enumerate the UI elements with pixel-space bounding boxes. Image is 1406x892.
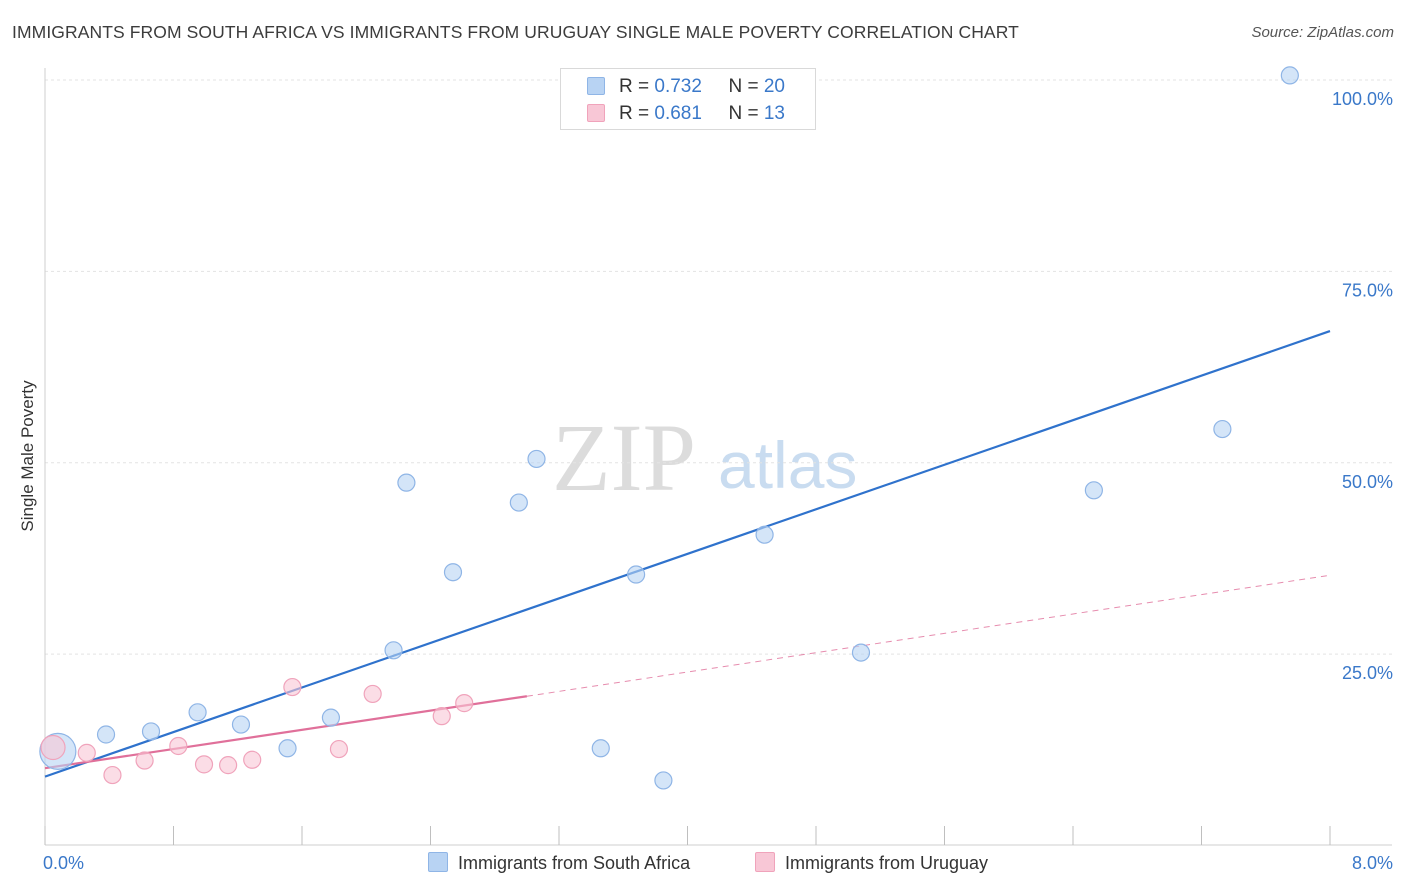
point-uruguay <box>329 739 349 759</box>
n-value: 13 <box>763 103 785 124</box>
point-south-africa <box>188 703 207 722</box>
y-tick-label: 50.0% <box>1342 472 1393 492</box>
point-south-africa <box>397 473 416 492</box>
point-uruguay <box>135 751 154 770</box>
source-credit: Source: ZipAtlas.com <box>1251 24 1394 41</box>
tick-labels: 25.0% 50.0% 75.0% 100.0% 0.0% 8.0% <box>43 89 1393 873</box>
legend-item-south-africa: Immigrants from South Africa <box>428 852 690 874</box>
point-south-africa <box>384 641 403 660</box>
point-south-africa <box>591 739 610 758</box>
point-south-africa <box>141 722 161 741</box>
axes <box>44 68 1392 846</box>
data-points <box>39 66 1299 790</box>
point-south-africa <box>1213 419 1232 439</box>
grid-lines <box>45 79 1395 655</box>
point-south-africa <box>851 643 871 662</box>
legend-item-uruguay: Immigrants from Uruguay <box>755 852 988 874</box>
r-label: R = <box>619 103 655 124</box>
point-south-africa <box>443 563 463 582</box>
y-tick-label: 75.0% <box>1342 280 1393 300</box>
watermark-atlas: atlas <box>718 428 857 502</box>
point-uruguay <box>243 750 262 769</box>
x-tick-label-min: 0.0% <box>43 853 84 873</box>
watermark: ZIP atlas <box>552 404 857 511</box>
point-uruguay <box>219 756 238 775</box>
blue-swatch-icon <box>428 852 448 872</box>
blue-swatch-icon <box>587 77 605 95</box>
point-uruguay <box>432 707 451 726</box>
r-label: R = <box>619 76 655 97</box>
n-label: N = <box>728 103 764 124</box>
point-uruguay <box>77 743 96 762</box>
trend-lines <box>44 330 1331 778</box>
trend-line-south-africa <box>44 330 1331 778</box>
y-tick-label: 25.0% <box>1342 663 1393 683</box>
watermark-zip: ZIP <box>552 404 696 511</box>
point-south-africa <box>626 565 646 584</box>
pink-swatch-icon <box>755 852 775 872</box>
stats-legend: R = 0.732 N = 20 R = 0.681 N = 13 <box>560 68 816 130</box>
point-south-africa <box>231 715 251 734</box>
legend-label: Immigrants from Uruguay <box>785 853 989 873</box>
point-south-africa <box>509 493 528 512</box>
x-tick-label-max: 8.0% <box>1352 853 1393 873</box>
trend-line-uruguay <box>44 695 528 770</box>
point-uruguay <box>169 736 188 756</box>
y-axis-label: Single Male Poverty <box>18 380 37 532</box>
point-south-africa <box>321 708 341 727</box>
r-value: 0.732 <box>654 76 702 97</box>
point-south-africa <box>278 739 297 758</box>
point-south-africa <box>755 525 774 544</box>
point-south-africa <box>527 449 546 469</box>
point-uruguay <box>40 734 66 761</box>
legend-label: Immigrants from South Africa <box>458 853 691 873</box>
point-uruguay <box>103 765 122 785</box>
chart-title: IMMIGRANTS FROM SOUTH AFRICA VS IMMIGRAN… <box>12 22 1019 42</box>
point-south-africa <box>654 771 673 790</box>
n-value: 20 <box>763 76 785 97</box>
trend-line-uruguay-extension <box>526 574 1331 697</box>
point-uruguay <box>363 684 382 704</box>
n-label: N = <box>728 76 764 97</box>
r-value: 0.681 <box>654 103 702 124</box>
y-tick-label: 100.0% <box>1332 89 1393 109</box>
point-south-africa <box>1084 481 1103 500</box>
point-south-africa <box>1280 66 1299 85</box>
point-uruguay <box>283 677 302 697</box>
pink-swatch-icon <box>587 104 605 122</box>
point-south-africa <box>96 725 116 744</box>
point-uruguay <box>455 694 474 713</box>
point-uruguay <box>194 755 214 774</box>
